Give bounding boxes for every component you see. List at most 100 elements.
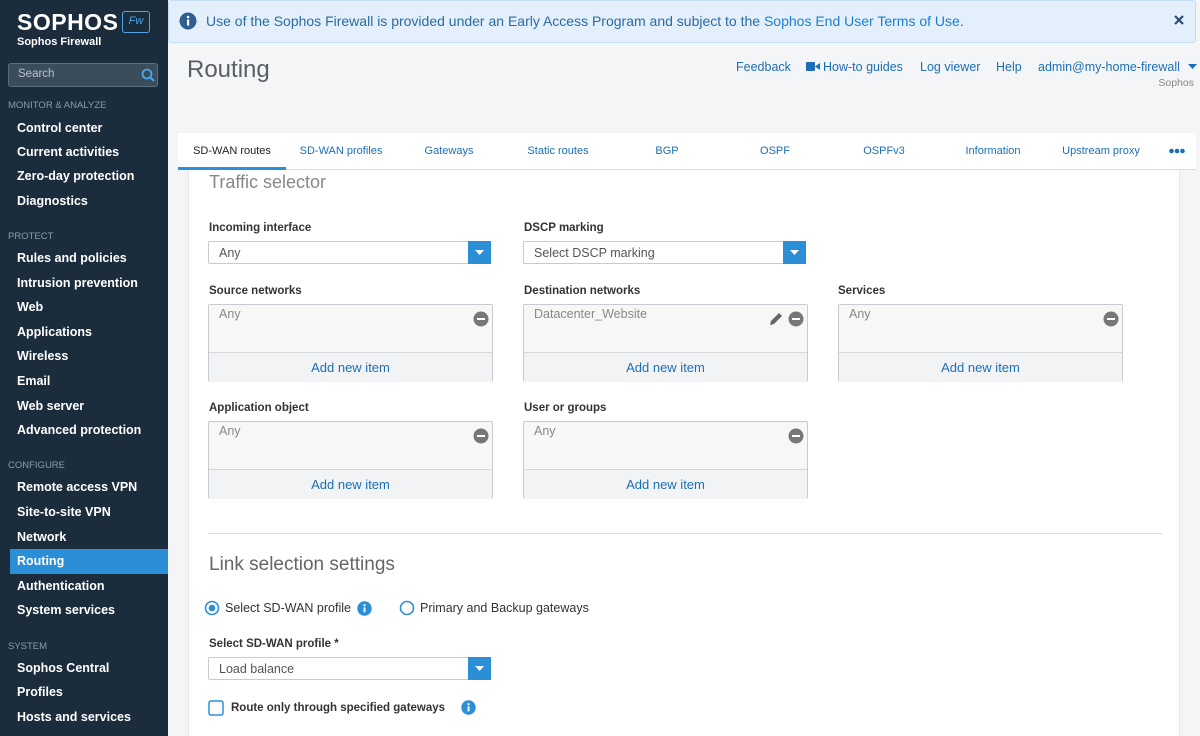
field-label: Source networks — [209, 285, 302, 297]
info-icon[interactable] — [357, 601, 372, 616]
select-value: Any — [219, 246, 241, 260]
select[interactable]: Select DSCP marking — [523, 241, 806, 264]
notice-body: Use of the Sophos Firewall is provided u… — [206, 13, 764, 29]
field-label: Destination networks — [524, 285, 641, 297]
radio[interactable] — [399, 600, 415, 616]
select-button — [468, 657, 491, 680]
nav-item[interactable]: Site-to-site VPN — [17, 505, 111, 519]
checkbox-label[interactable]: Route only through specified gateways — [231, 702, 446, 714]
nav-item[interactable]: Authentication — [17, 579, 105, 593]
field-label: User or groups — [524, 402, 607, 414]
field-label: Select SD-WAN profile * — [209, 638, 339, 650]
section-heading: Traffic selector — [209, 172, 327, 192]
tab[interactable]: Gateways — [424, 145, 474, 157]
brand: SOPHOS — [17, 9, 119, 35]
nav-item[interactable]: Diagnostics — [17, 194, 88, 208]
nav-item[interactable]: Zero-day protection — [17, 169, 135, 183]
nav-item[interactable]: Current activities — [17, 145, 120, 159]
nav-item[interactable]: Intrusion prevention — [17, 276, 138, 290]
nav-item[interactable]: System services — [17, 603, 115, 617]
remove-icon[interactable] — [788, 428, 804, 444]
tab-active[interactable]: SD-WAN routes — [193, 145, 271, 157]
tab[interactable]: Static routes — [527, 145, 589, 157]
remove-icon[interactable] — [788, 311, 804, 327]
remove-icon[interactable] — [473, 428, 489, 444]
product: Sophos Firewall — [17, 36, 102, 48]
radio-label[interactable]: Select SD-WAN profile — [225, 601, 351, 615]
edit-icon[interactable] — [768, 311, 784, 327]
section-title: SYSTEM — [8, 641, 48, 652]
list-box: Any Add new item — [838, 304, 1123, 382]
field-label: Application object — [209, 402, 309, 414]
badge: Fw — [122, 11, 150, 33]
select[interactable]: Load balance — [208, 657, 491, 680]
header-link[interactable]: Feedback — [736, 60, 791, 74]
radio-checked[interactable] — [204, 600, 220, 616]
info-icon — [179, 12, 197, 30]
add-item[interactable]: Add new item — [209, 469, 492, 499]
header-link[interactable]: Log viewer — [920, 60, 981, 74]
tab[interactable]: OSPFv3 — [863, 145, 905, 157]
list-box: Datacenter_Website Add new item — [523, 304, 808, 382]
nav-item[interactable]: Rules and policies — [17, 251, 127, 265]
nav-item[interactable]: Remote access VPN — [17, 480, 138, 494]
section-title: CONFIGURE — [8, 460, 65, 471]
list-item: Any — [849, 307, 871, 321]
list-box: Any Add new item — [208, 304, 493, 382]
nav-item[interactable]: Network — [17, 530, 67, 544]
nav-item[interactable]: Wireless — [17, 349, 69, 363]
nav-item[interactable]: Profiles — [17, 685, 63, 699]
list-item: Any — [219, 424, 241, 438]
select-button — [468, 241, 491, 264]
tab-bar — [178, 133, 1196, 170]
nav-item[interactable]: Advanced protection — [17, 423, 142, 437]
add-item[interactable]: Add new item — [524, 352, 807, 382]
video-icon — [806, 62, 820, 71]
tab[interactable]: Information — [965, 145, 1021, 157]
nav-item[interactable]: Control center — [17, 121, 103, 135]
nav-item[interactable]: Hosts and services — [17, 710, 131, 724]
nav-item[interactable]: Web server — [17, 399, 85, 413]
more-tabs[interactable] — [1169, 148, 1185, 154]
notice-text: Use of the Sophos Firewall is provided u… — [206, 13, 964, 29]
header-link[interactable]: How-to guides — [823, 60, 903, 74]
add-item[interactable]: Add new item — [524, 469, 807, 499]
search-box[interactable]: Search — [8, 63, 158, 87]
field-label: Services — [838, 285, 886, 297]
list-item: Any — [219, 307, 241, 321]
org-name: Sophos — [1158, 77, 1194, 89]
info-icon[interactable] — [461, 700, 476, 715]
nav-item[interactable]: Sophos Central — [17, 661, 110, 675]
tab[interactable]: BGP — [655, 145, 679, 157]
tab[interactable]: Upstream proxy — [1062, 145, 1140, 157]
nav-item[interactable]: Applications — [17, 325, 93, 339]
add-item[interactable]: Add new item — [209, 352, 492, 382]
tab-underline — [178, 167, 286, 170]
add-item[interactable]: Add new item — [839, 352, 1122, 382]
sidebar: SOPHOS Fw Sophos Firewall Search MONITOR… — [0, 0, 168, 736]
page-title: Routing — [187, 56, 270, 83]
terms-link[interactable]: Sophos End User Terms of Use — [763, 13, 960, 29]
tab[interactable]: SD-WAN profiles — [299, 145, 383, 157]
search-icon — [141, 68, 155, 82]
divider — [208, 533, 1162, 534]
nav-item[interactable]: Email — [17, 374, 51, 388]
caret-icon — [1188, 64, 1197, 69]
field-label: Incoming interface — [209, 222, 312, 234]
section-heading: Link selection settings — [209, 554, 395, 575]
list-box: Any Add new item — [208, 421, 493, 499]
nav-item[interactable]: Web — [17, 300, 44, 314]
user-menu[interactable]: admin@my-home-firewall — [1038, 60, 1180, 74]
select[interactable]: Any — [208, 241, 491, 264]
tab[interactable]: OSPF — [760, 145, 790, 157]
radio-label[interactable]: Primary and Backup gateways — [420, 601, 589, 615]
close-icon[interactable] — [1174, 15, 1184, 25]
remove-icon[interactable] — [1103, 311, 1119, 327]
checkbox[interactable] — [208, 700, 224, 716]
remove-icon[interactable] — [473, 311, 489, 327]
nav-item-active[interactable]: Routing — [10, 549, 168, 574]
select-button — [783, 241, 806, 264]
header-link[interactable]: Help — [996, 60, 1022, 74]
